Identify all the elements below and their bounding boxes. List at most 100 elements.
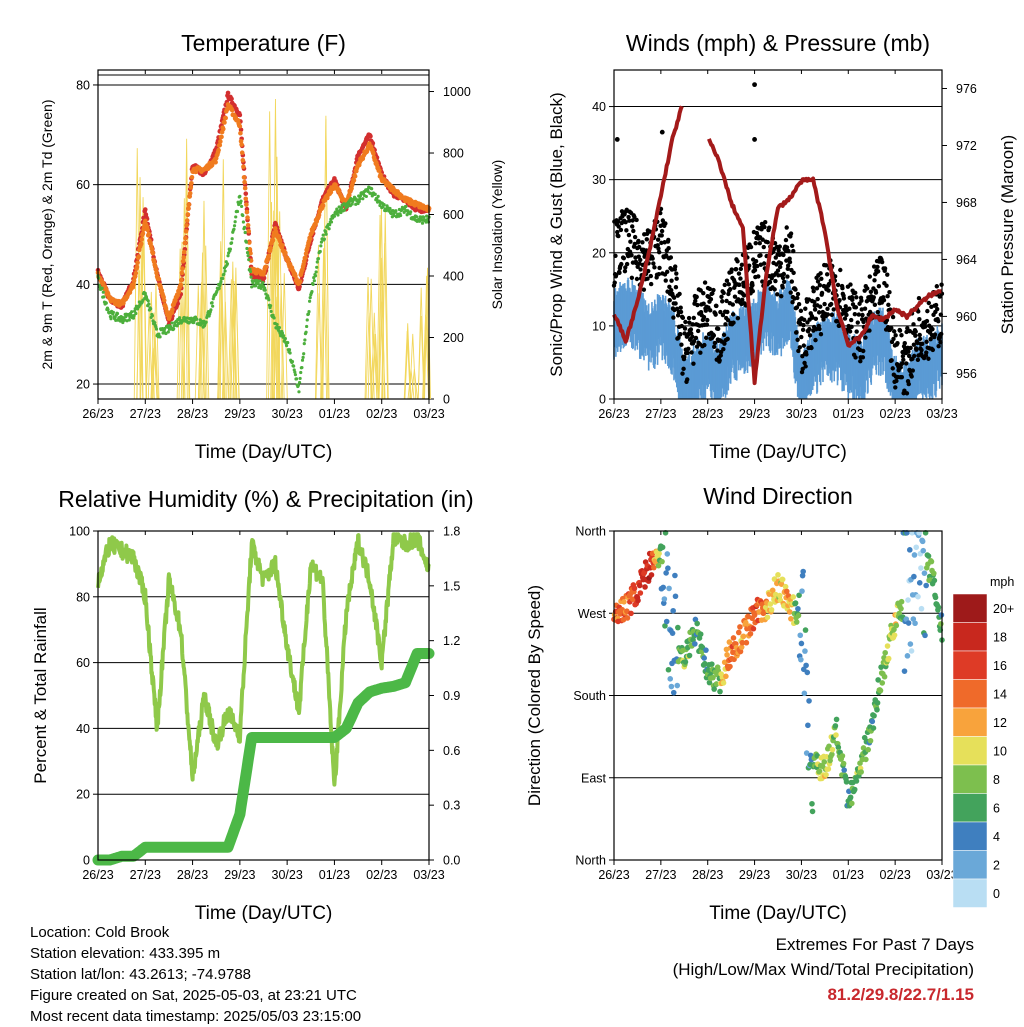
series-point-2m-td [321, 233, 325, 237]
gust-point [783, 237, 789, 243]
y-tick-label: North [575, 525, 606, 539]
gust-point [902, 341, 907, 346]
direction-point [670, 607, 676, 614]
series-point-9m-t [371, 151, 376, 156]
series-point-9m-t [154, 270, 159, 276]
direction-point [915, 593, 921, 600]
gust-point [875, 264, 880, 270]
gust-point [669, 288, 674, 293]
gust-point [708, 297, 714, 302]
gust-point [738, 266, 743, 272]
direction-point [922, 632, 928, 639]
gust-point [919, 347, 924, 353]
series-point-9m-t [150, 250, 156, 256]
gust-point [824, 272, 830, 277]
legend-label: 10 [993, 745, 1007, 759]
gust-point [872, 302, 878, 308]
gust-point [712, 340, 718, 346]
direction-point [907, 641, 914, 647]
series-point-2m-td [217, 286, 221, 290]
series-point-2m-td [394, 209, 398, 213]
series-point-2m-td [417, 219, 422, 223]
legend-swatch [952, 878, 988, 908]
series-point-2m-td [249, 275, 253, 279]
series-point-2m-td [281, 334, 286, 338]
gust-point [753, 258, 759, 264]
x-tick-label: 26/23 [82, 868, 113, 882]
series-point-9m-t [139, 237, 145, 242]
series-point-2m-td [246, 254, 250, 258]
insolation-spike [176, 248, 184, 400]
gust-point [934, 306, 940, 312]
plot-frame-1 [97, 69, 430, 400]
direction-point [870, 725, 877, 731]
gust-point [936, 343, 941, 349]
series-point-9m-t [219, 134, 224, 140]
direction-point [893, 622, 900, 629]
gust-point [814, 286, 820, 291]
gust-point [773, 278, 778, 284]
insolation-spike [381, 243, 389, 400]
direction-point [675, 624, 681, 631]
series-point-9m-t [221, 126, 226, 132]
series-point-9m-t [180, 258, 186, 264]
direction-point [874, 706, 880, 713]
gust-point [785, 266, 791, 272]
gust-point [623, 265, 628, 270]
gust-point [788, 231, 794, 236]
series-point-2m-td [210, 301, 214, 305]
series-point-2m-td [322, 237, 326, 241]
direction-point [821, 759, 828, 765]
series-point-9m-t [179, 270, 185, 276]
series-point-2m-td [350, 202, 354, 206]
direction-point [661, 596, 668, 602]
gust-point [659, 228, 665, 234]
y2-tick-label: 972 [956, 139, 977, 153]
gust-point [719, 294, 724, 300]
series-point-2m-td [315, 260, 319, 264]
gust-point [632, 241, 637, 247]
series-point-2m-td [248, 269, 253, 274]
gust-point [781, 271, 786, 277]
gust-point [710, 291, 715, 296]
series-point-2m-td [288, 351, 292, 355]
gust-point [698, 350, 703, 355]
series-point-9m-t [183, 235, 188, 241]
direction-point [839, 753, 846, 759]
series-point-2m-td [245, 251, 250, 255]
direction-point [669, 630, 676, 636]
series-point-2m-td [316, 256, 321, 261]
insolation-spike [404, 335, 412, 400]
series-point-2m-td [422, 215, 426, 219]
direction-point [709, 661, 715, 667]
series-point-2m-td [104, 301, 108, 305]
gust-point [695, 328, 701, 334]
gust-point [740, 297, 745, 303]
series-point-2m-td [368, 191, 373, 195]
chart-title-temperature: Temperature (F) [181, 30, 346, 56]
gust-point [844, 312, 849, 318]
series-point-2m-td [303, 338, 307, 342]
gust-point [893, 333, 898, 338]
gust-point [725, 309, 730, 315]
gust-point [875, 269, 881, 274]
direction-point [692, 641, 698, 647]
gust-point [871, 295, 876, 300]
x-tick-label: 03/23 [413, 407, 444, 421]
series-point-2m-td [323, 229, 328, 234]
gust-point [801, 322, 806, 328]
gust-point [641, 287, 647, 292]
direction-point [884, 643, 891, 649]
gust-point [701, 301, 706, 306]
y2-tick-label: 0.6 [443, 744, 460, 758]
series-point-2m-td [342, 208, 347, 212]
gust-point [800, 327, 806, 333]
gust-point [635, 264, 640, 269]
x-tick-label: 29/23 [224, 407, 255, 421]
y2-tick-label: 956 [956, 367, 977, 381]
gust-point [629, 275, 635, 281]
series-point-2m-td [389, 211, 393, 216]
x-tick-label: 30/23 [786, 868, 817, 882]
series-point-2m-td [233, 220, 237, 224]
x-axis-label: Time (Day/UTC) [709, 442, 847, 463]
